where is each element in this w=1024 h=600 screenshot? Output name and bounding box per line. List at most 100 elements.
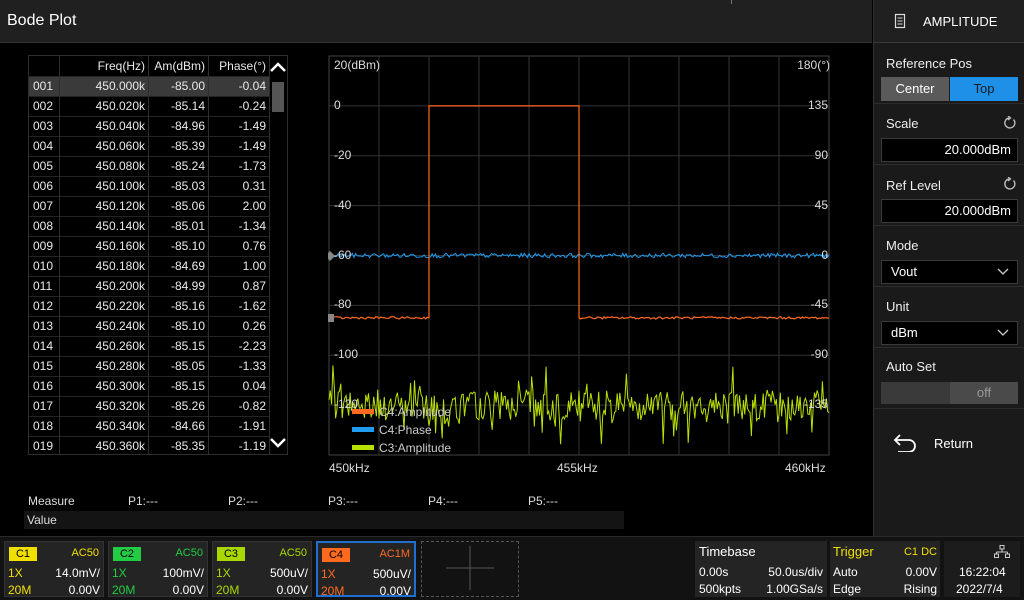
table-row[interactable]: 006 450.100k -85.03 0.31 [29, 176, 269, 196]
return-button[interactable]: Return [874, 410, 1024, 472]
table-scrollbar[interactable] [269, 76, 287, 440]
table-row[interactable]: 013 450.240k -85.10 0.26 [29, 316, 269, 336]
table-cell-phase: -1.62 [238, 299, 266, 313]
table-row[interactable]: 003 450.040k -84.96 -1.49 [29, 116, 269, 136]
table-scroll-thumb[interactable] [272, 82, 284, 112]
reference-pos-top-option[interactable]: Top [950, 77, 1018, 101]
reset-icon[interactable] [1003, 116, 1017, 130]
scale-section[interactable]: Scale 20.000dBm [874, 105, 1024, 165]
mode-select[interactable]: Vout [881, 260, 1018, 284]
measure-p1[interactable]: P1:--- [128, 494, 158, 508]
reference-pos-section: Reference Pos Center Top [874, 44, 1024, 104]
table-cell-amplitude: -85.10 [170, 319, 205, 333]
unit-select[interactable]: dBm [881, 321, 1018, 345]
bode-plot-area[interactable]: 20(dBm) 180(°) 0 -20 -40 -60 -80 -100 -120 135… [328, 55, 830, 456]
title-bar-marker [731, 0, 732, 4]
table-row[interactable]: 005 450.080k -85.24 -1.73 [29, 156, 269, 176]
amplitude-reference-marker[interactable] [328, 314, 334, 322]
right-tick-label: 45 [814, 197, 828, 212]
trigger-mode: Auto [833, 565, 858, 579]
table-row[interactable]: 014 450.260k -85.15 -2.23 [29, 336, 269, 356]
clock-panel[interactable]: 16:22:04 2022/7/4 [944, 541, 1020, 597]
scroll-up-button[interactable] [269, 58, 287, 76]
chevron-down-icon [270, 438, 286, 448]
measure-p4[interactable]: P4:--- [428, 494, 458, 508]
bode-data-table[interactable]: Freq(Hz) Am(dBm) Phase(°) 001 450.000k -85… [28, 55, 288, 455]
mode-section[interactable]: Mode Vout [874, 227, 1024, 287]
table-cell-freq: 450.260k [95, 339, 145, 353]
table-cell-freq: 450.280k [95, 359, 145, 373]
timebase-panel[interactable]: Timebase 0.00s 50.0us/div 500kpts 1.00GS… [695, 541, 827, 597]
table-row[interactable]: 016 450.300k -85.15 0.04 [29, 376, 269, 396]
measure-panel[interactable]: Measure P1:--- P2:--- P3:--- P4:--- P5:-… [24, 490, 624, 530]
timebase-delay: 0.00s [699, 565, 729, 579]
table-row[interactable]: 002 450.020k -85.14 -0.24 [29, 96, 269, 116]
table-cell-freq: 450.300k [95, 379, 145, 393]
table-cell-phase: 0.31 [242, 179, 266, 193]
channel-offset: 0.00V [276, 583, 308, 597]
table-row[interactable]: 017 450.320k -85.26 -0.82 [29, 396, 269, 416]
measure-p2[interactable]: P2:--- [228, 494, 258, 508]
auto-set-section[interactable]: Auto Set off [874, 349, 1024, 409]
table-cell-index: 018 [33, 419, 54, 433]
phase-reference-marker[interactable] [328, 251, 335, 261]
x-axis-center-label: 455kHz [557, 461, 598, 475]
table-row[interactable]: 019 450.360k -85.35 -1.19 [29, 436, 269, 456]
reference-pos-center-option[interactable]: Center [881, 77, 949, 101]
table-cell-amplitude: -85.03 [170, 179, 205, 193]
timebase-points: 500kpts [699, 582, 742, 596]
x-axis-end-label: 460kHz [785, 461, 826, 475]
table-header-freq: Freq(Hz) [97, 59, 145, 73]
trigger-panel[interactable]: Trigger C1 DC Auto 0.00V Edge Rising [830, 541, 940, 597]
table-cell-phase: -1.49 [238, 139, 266, 153]
channel-coupling: AC1M [379, 548, 410, 560]
scale-value-field[interactable]: 20.000dBm [881, 138, 1018, 162]
table-cell-phase: -0.24 [238, 99, 266, 113]
table-cell-amplitude: -85.15 [170, 339, 205, 353]
table-cell-amplitude: -85.05 [170, 359, 205, 373]
add-channel-slot[interactable] [421, 541, 519, 597]
auto-set-toggle[interactable]: off [881, 382, 1018, 404]
left-tick-label: 0 [334, 97, 341, 112]
right-tick-label: 0 [821, 247, 828, 262]
table-cell-amplitude: -85.15 [170, 379, 205, 393]
table-cell-freq: 450.080k [95, 159, 145, 173]
reset-icon[interactable] [1003, 177, 1017, 191]
table-cell-amplitude: -85.00 [170, 79, 205, 93]
table-row[interactable]: 007 450.120k -85.06 2.00 [29, 196, 269, 216]
table-cell-index: 003 [33, 119, 54, 133]
legend-swatch [352, 445, 374, 450]
table-row[interactable]: 011 450.200k -84.99 0.87 [29, 276, 269, 296]
channel-card-c1[interactable]: C1 AC50 1X 14.0mV/20M 0.00V [4, 541, 104, 597]
ref-level-section[interactable]: Ref Level 20.000dBm [874, 166, 1024, 226]
channel-card-c3[interactable]: C3 AC50 1X 500uV/20M 0.00V [212, 541, 312, 597]
legend-swatch [352, 409, 374, 414]
ref-level-value-field[interactable]: 20.000dBm [881, 199, 1018, 223]
channel-offset: 0.00V [172, 583, 204, 597]
measure-p3[interactable]: P3:--- [328, 494, 358, 508]
measure-p5[interactable]: P5:--- [528, 494, 558, 508]
table-cell-index: 006 [33, 179, 54, 193]
table-row[interactable]: 018 450.340k -84.66 -1.91 [29, 416, 269, 436]
table-row[interactable]: 008 450.140k -85.01 -1.34 [29, 216, 269, 236]
trigger-label: Trigger [833, 544, 874, 559]
unit-section[interactable]: Unit dBm [874, 288, 1024, 348]
row-divider [29, 276, 269, 277]
channel-card-c2[interactable]: C2 AC50 1X 100mV/20M 0.00V [108, 541, 208, 597]
table-cell-freq: 450.320k [95, 399, 145, 413]
table-cell-phase: -1.49 [238, 119, 266, 133]
table-row[interactable]: 015 450.280k -85.05 -1.33 [29, 356, 269, 376]
channel-card-c4[interactable]: C4 AC1M 1X 500uV/20M 0.00V [316, 541, 416, 598]
table-row[interactable]: 004 450.060k -85.39 -1.49 [29, 136, 269, 156]
table-cell-phase: 0.87 [242, 279, 266, 293]
scroll-down-button[interactable] [269, 434, 287, 452]
channel-scale: 500uV/ [372, 567, 411, 581]
table-row[interactable]: 012 450.220k -85.16 -1.62 [29, 296, 269, 316]
return-label: Return [934, 436, 974, 451]
table-row[interactable]: 009 450.160k -85.10 0.76 [29, 236, 269, 256]
table-cell-freq: 450.120k [95, 199, 145, 213]
table-row[interactable]: 001 450.000k -85.00 -0.04 [29, 76, 269, 96]
channel-coupling: AC50 [175, 547, 203, 559]
trigger-slope: Rising [903, 582, 937, 596]
table-row[interactable]: 010 450.180k -84.69 1.00 [29, 256, 269, 276]
